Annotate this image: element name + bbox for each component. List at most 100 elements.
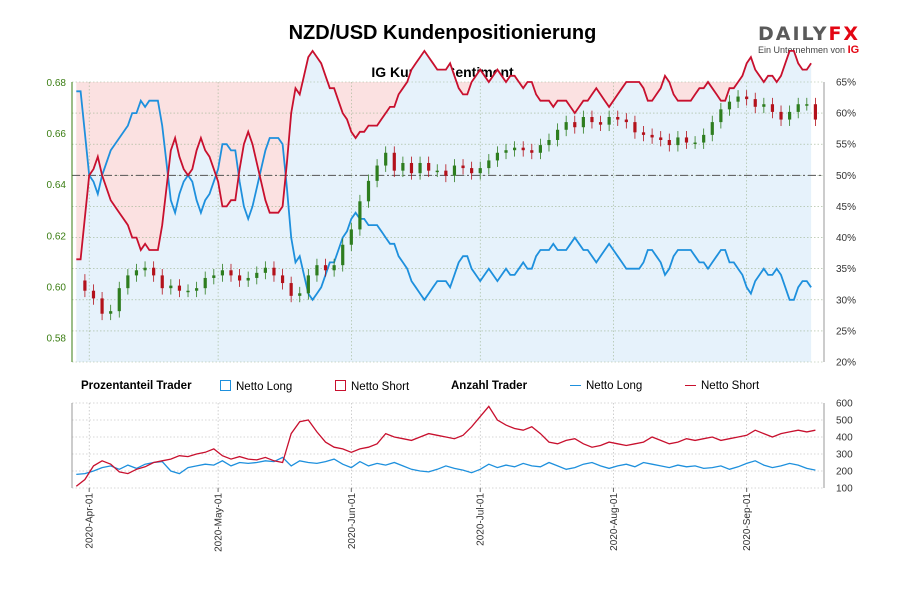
candle-body [401,162,405,171]
logo-tagline-text: Ein Unternehmen von [758,45,846,55]
candle-body [263,267,267,273]
count-tick-label: 200 [836,467,853,478]
legend-count-long: Netto Long [570,380,642,392]
candle-body [427,162,431,171]
legend-group-count: Anzahl Trader [451,380,528,392]
candle-body [659,137,663,140]
candle-body [306,275,310,294]
candle-body [633,122,637,133]
price-tick-label: 0.64 [47,180,67,191]
candle-body [521,147,525,151]
candle-body [392,152,396,171]
candle-body [745,96,749,100]
logo-text-a: DAILY [758,23,829,45]
candle-body [83,280,87,291]
price-tick-label: 0.60 [47,282,67,293]
candle-body [195,288,199,291]
candle-body [530,150,534,153]
series-netto-long [76,90,812,302]
candle-body [770,104,775,112]
percent-tick-label: 35% [836,264,856,275]
candle-body [573,122,577,128]
candle-body [409,162,414,174]
price-tick-label: 0.58 [47,333,67,344]
candle-body [366,180,371,202]
candle-body [762,104,766,107]
legend-count-short-line [685,385,696,386]
candle-body [134,270,139,276]
candle-body [796,104,800,112]
count-tick-label: 400 [836,433,853,444]
candle-body [710,122,714,135]
percent-tick-label: 60% [836,109,856,120]
legend-count-short: Netto Short [685,380,759,392]
candle-body [813,104,818,120]
date-tick-label: 2020-Sep-01 [742,493,753,551]
legend-percent-long-label: Netto Long [236,381,293,393]
date-tick-label: 2020-Aug-01 [609,493,620,551]
percent-tick-label: 65% [836,78,856,89]
percent-tick-label: 25% [836,326,856,337]
date-tick-label: 2020-Apr-01 [85,493,96,549]
candle-body [598,122,603,125]
series-count-short [75,405,816,487]
candle-body [564,122,568,130]
candle-body [152,267,156,276]
candle-body [255,272,259,278]
series-netto-short [76,49,812,261]
candle-body [332,265,336,271]
percent-tick-label: 55% [836,140,856,151]
legend-group-percent: Prozentanteil Trader [81,380,192,392]
candle-body [693,142,697,145]
legend-count-long-label: Netto Long [586,380,643,392]
count-tick-label: 500 [836,416,853,427]
count-tick-label: 300 [836,450,853,461]
count-tick-label: 100 [836,484,853,495]
candle-body [229,270,233,276]
legend-percent-short-label: Netto Short [351,381,410,393]
candle-body [788,111,792,120]
candle-body [753,99,757,107]
candle-body [349,229,353,245]
legend-percent-long: Netto Long [220,380,292,393]
legend-long-swatch [220,380,231,391]
candle-body [280,275,285,284]
candle-body [487,160,491,169]
candle-body [298,293,302,296]
candle-body [470,168,474,174]
candle-body [100,298,104,314]
candle-body [323,265,328,271]
candle-body [212,275,216,278]
price-tick-label: 0.66 [47,129,67,140]
price-tick-label: 0.68 [47,78,67,89]
candle-body [177,285,182,291]
legend-count-long-line [570,385,581,386]
candle-body [495,152,500,161]
price-tick-label: 0.62 [47,231,67,242]
candle-body [504,150,508,153]
candle-body [805,104,809,106]
candle-body [581,117,585,128]
legend-percent-short: Netto Short [335,380,409,393]
chart-title: NZD/USD Kundenpositionierung [288,22,597,44]
candle-body [667,139,671,146]
candle-body [341,244,345,266]
logo-brand: IG [847,44,860,56]
candle-body [237,275,242,281]
logo-wordmark: DAILYFX [758,23,868,45]
candle-body [513,147,517,151]
date-tick-label: 2020-Jul-01 [476,493,487,546]
candle-body [246,277,250,281]
candle-body [418,162,422,174]
legend-short-swatch [335,380,346,391]
date-tick-label: 2020-May-01 [214,493,225,552]
candle-body [117,288,121,312]
candle-body [289,283,293,296]
short-area [76,50,812,260]
candle-body [702,134,706,143]
candle-body [727,101,732,110]
candle-body [435,170,439,173]
candle-body [538,145,542,153]
logo-text-b: FX [828,23,861,45]
